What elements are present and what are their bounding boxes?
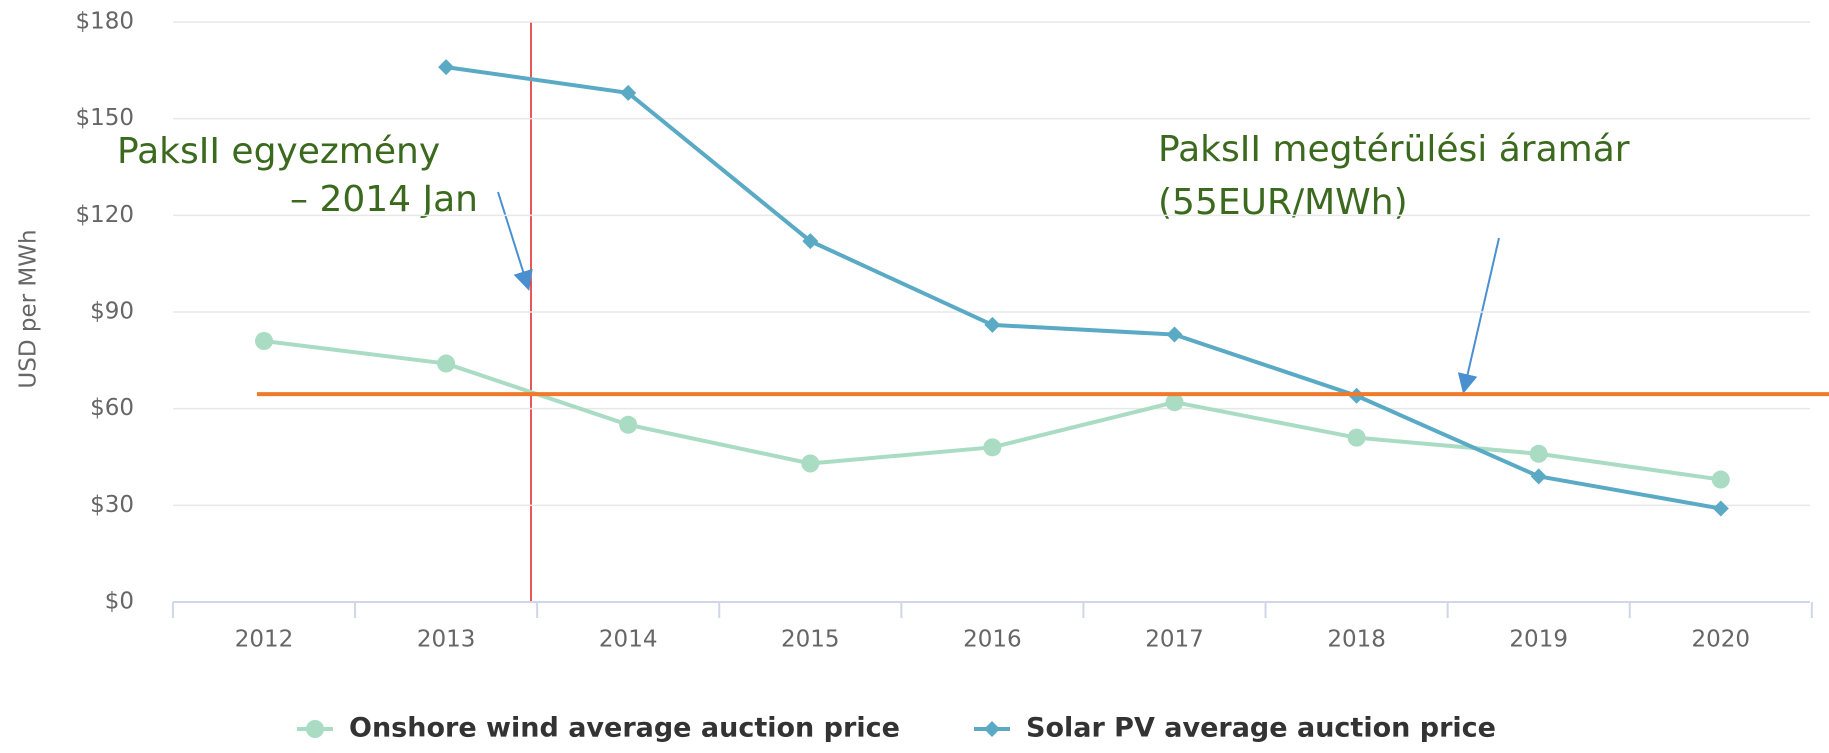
data-point (1712, 500, 1729, 517)
data-point (619, 415, 638, 434)
data-point (306, 720, 324, 738)
data-point (437, 354, 456, 373)
annotation: PaksII megtérülési áramár (1158, 129, 1630, 170)
y-tick-label: $60 (90, 395, 134, 421)
x-tick-label: 2012 (235, 627, 294, 653)
y-tick-label: $120 (75, 202, 134, 228)
data-point (801, 454, 820, 473)
data-point (1166, 326, 1183, 343)
x-tick-label: 2015 (781, 627, 840, 653)
y-tick-label: $180 (75, 9, 134, 35)
y-tick-label: $0 (105, 589, 134, 615)
series-line (445, 65, 1722, 511)
data-point (984, 721, 1000, 737)
annotation: (55EUR/MWh) (1158, 182, 1408, 223)
x-tick-label: 2020 (1692, 627, 1751, 653)
data-point (983, 438, 1002, 457)
arrow (1457, 237, 1500, 394)
data-point (1530, 468, 1547, 485)
legend-label: Solar PV average auction price (1026, 713, 1496, 744)
legend-label: Onshore wind average auction price (349, 713, 900, 744)
x-tick-label: 2013 (417, 627, 476, 653)
data-point (255, 332, 273, 350)
x-tick-label: 2016 (963, 627, 1022, 653)
y-tick-label: $30 (90, 492, 134, 518)
annotation: – 2014 Jan (290, 179, 478, 220)
data-point (1165, 393, 1184, 412)
data-point (1711, 470, 1730, 489)
y-tick-label: $150 (75, 105, 134, 131)
y-axis-title: USD per MWh (16, 229, 42, 388)
data-point (620, 84, 637, 101)
y-tick-label: $90 (90, 299, 134, 325)
data-point (1529, 444, 1548, 463)
x-tick-label: 2017 (1145, 627, 1204, 653)
data-point (1347, 428, 1366, 447)
annotation: PaksII egyezmény (117, 131, 440, 172)
x-tick-label: 2014 (599, 627, 658, 653)
arrow (497, 191, 533, 291)
data-point (802, 233, 819, 250)
x-tick-label: 2018 (1327, 627, 1386, 653)
x-tick-label: 2019 (1509, 627, 1568, 653)
data-point (984, 316, 1001, 333)
data-point (438, 59, 455, 76)
